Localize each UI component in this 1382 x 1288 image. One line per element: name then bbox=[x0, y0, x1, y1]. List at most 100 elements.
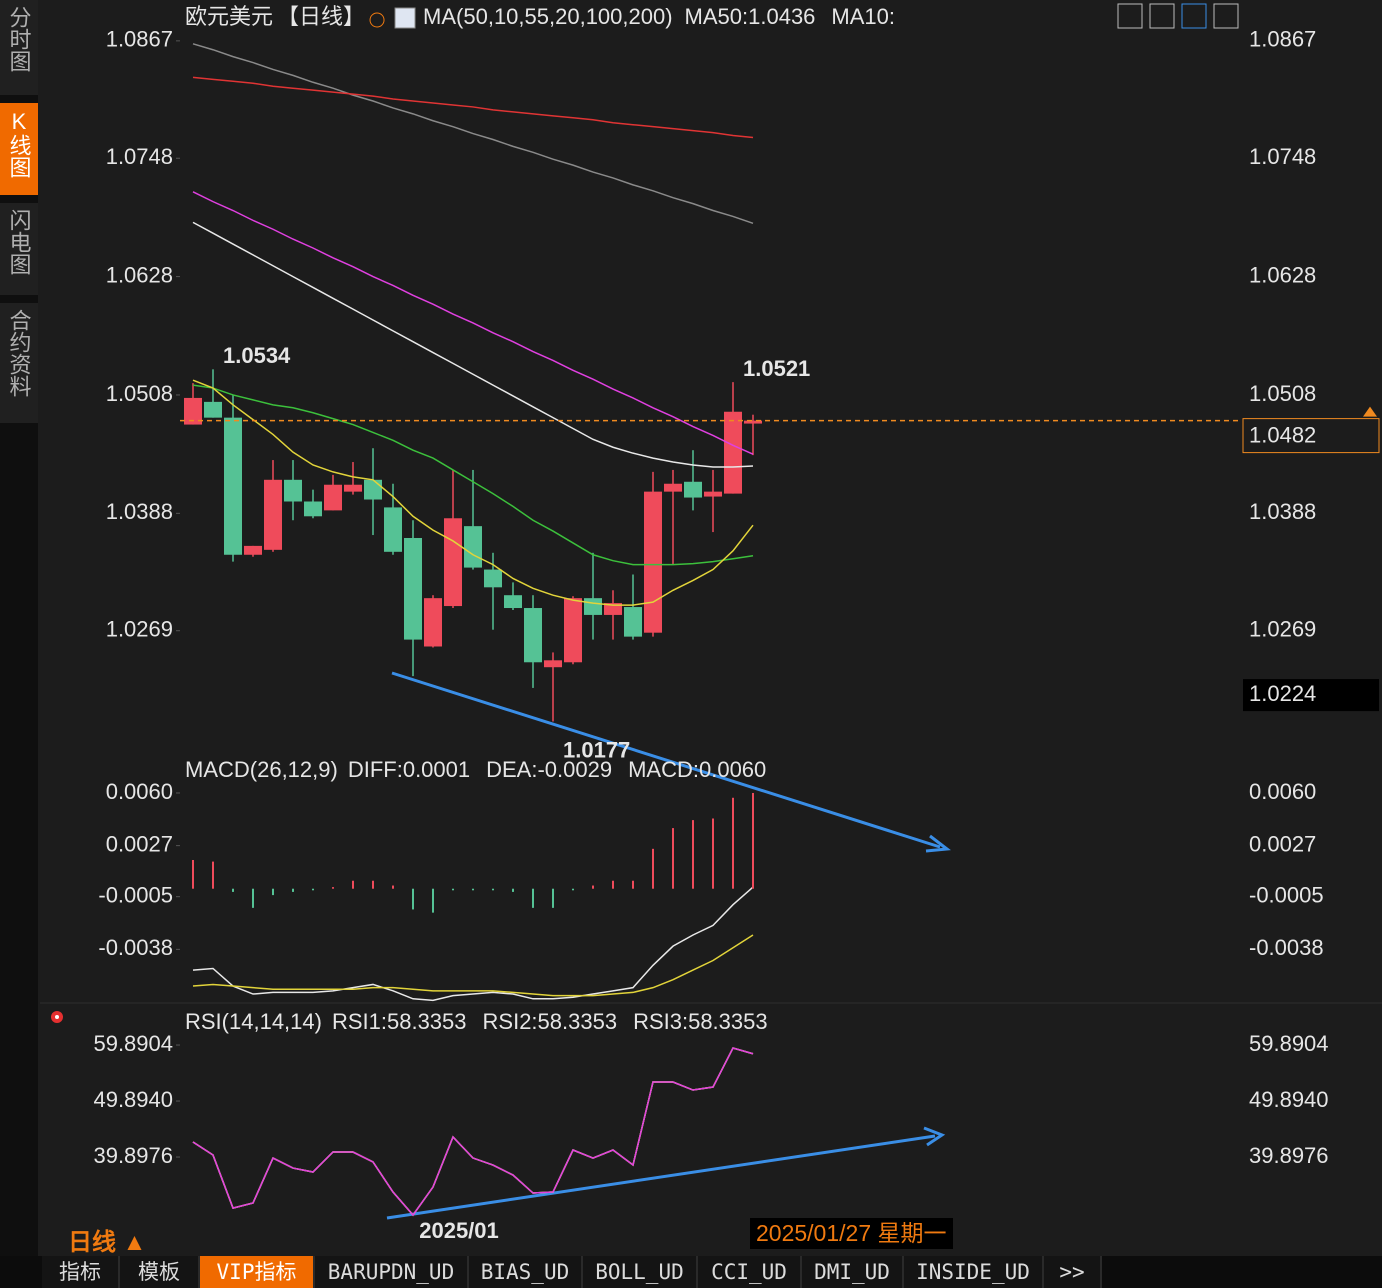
candle-body bbox=[584, 598, 602, 615]
candle-body bbox=[264, 479, 282, 550]
tab[interactable]: >> bbox=[1044, 1256, 1102, 1288]
candle-body bbox=[384, 507, 402, 552]
candle-body bbox=[204, 401, 222, 418]
period-label[interactable]: 日线 ▲ bbox=[68, 1229, 147, 1256]
last-price-label: 1.0482 bbox=[1249, 422, 1316, 447]
side-tab-label: 分时图 bbox=[6, 6, 32, 72]
tab[interactable]: 指标 bbox=[42, 1256, 120, 1288]
cursor-price-box bbox=[1243, 679, 1379, 712]
high-label: 1.0521 bbox=[743, 356, 810, 381]
last-price-box bbox=[1242, 418, 1380, 454]
tab[interactable]: CCI_UD bbox=[698, 1256, 802, 1288]
y-tick-label: 1.0269 bbox=[106, 617, 173, 642]
candle-body bbox=[604, 603, 622, 615]
tab[interactable]: 模板 bbox=[120, 1256, 200, 1288]
y2-tick-label: 1.0388 bbox=[1249, 499, 1316, 524]
icon[interactable] bbox=[1117, 3, 1143, 29]
alert-icon bbox=[51, 1011, 63, 1023]
y-tick-label: -0.0005 bbox=[98, 883, 173, 908]
candle-body bbox=[644, 491, 662, 633]
y-tick-label: 0.0060 bbox=[106, 779, 173, 804]
date-label: 2025/01/27 星期一 bbox=[750, 1218, 953, 1249]
legend-entry: MA10: bbox=[831, 4, 895, 29]
candle-body bbox=[504, 595, 522, 609]
tab[interactable]: BARUPDN_UD bbox=[315, 1256, 469, 1288]
y-tick-label: 49.8940 bbox=[93, 1087, 173, 1112]
candle-body bbox=[464, 526, 482, 568]
candle-body bbox=[444, 518, 462, 607]
series-line bbox=[192, 76, 754, 139]
chart-title: MACD(26,12,9) bbox=[185, 757, 338, 782]
candle-body bbox=[724, 411, 742, 494]
side-tab[interactable]: K线图 bbox=[0, 103, 38, 195]
background bbox=[38, 0, 1382, 1256]
y2-tick-label: 1.0867 bbox=[1249, 27, 1316, 52]
tab[interactable]: BIAS_UD bbox=[469, 1256, 583, 1288]
y2-tick-label: -0.0038 bbox=[1249, 935, 1324, 960]
icon[interactable] bbox=[1213, 3, 1239, 29]
series-line bbox=[192, 886, 754, 1002]
y-tick-label: 1.0867 bbox=[106, 27, 173, 52]
y2-tick-label: 49.8940 bbox=[1249, 1087, 1329, 1112]
icon bbox=[394, 7, 416, 29]
tab[interactable]: INSIDE_UD bbox=[904, 1256, 1044, 1288]
legend-entry: MA50:1.0436 bbox=[685, 4, 816, 29]
icon[interactable] bbox=[1149, 3, 1175, 29]
candle-body bbox=[344, 484, 362, 492]
series-line bbox=[192, 221, 754, 468]
tab[interactable]: BOLL_UD bbox=[583, 1256, 698, 1288]
icon bbox=[55, 1015, 59, 1019]
last-price-marker bbox=[1363, 406, 1377, 417]
side-tab-label: K线图 bbox=[6, 109, 32, 178]
side-tab-label: 合约资料 bbox=[6, 309, 32, 397]
candle-body bbox=[704, 491, 722, 497]
y-tick-label: 59.8904 bbox=[93, 1031, 173, 1056]
tab[interactable]: DMI_UD bbox=[802, 1256, 904, 1288]
y-tick-label: 1.0748 bbox=[106, 144, 173, 169]
candle-body bbox=[364, 479, 382, 500]
y-tick-label: 1.0388 bbox=[106, 499, 173, 524]
side-tab[interactable]: 分时图 bbox=[0, 0, 38, 95]
chart-title: RSI(14,14,14) bbox=[185, 1009, 322, 1034]
candle-body bbox=[544, 660, 562, 668]
side-tab[interactable]: 合约资料 bbox=[0, 303, 38, 423]
side-tab-label: 闪电图 bbox=[6, 209, 32, 275]
candle-body bbox=[624, 607, 642, 637]
candle-body bbox=[524, 608, 542, 663]
candle-body bbox=[484, 569, 502, 588]
legend-entry: RSI3:58.3353 bbox=[633, 1009, 768, 1034]
candle-body bbox=[304, 501, 322, 517]
side-tab[interactable]: 闪电图 bbox=[0, 203, 38, 295]
tab[interactable]: VIP指标 bbox=[200, 1256, 315, 1288]
trend-arrows bbox=[386, 671, 951, 1220]
chart-area: 1.0867 1.0867 1.0748 1.0748 1.0628 1.0628 1.05… bbox=[38, 0, 1382, 1256]
period: 【日线】 bbox=[277, 4, 365, 29]
x-tick-label: 2025/01 bbox=[419, 1218, 499, 1243]
trend-line bbox=[386, 1134, 936, 1220]
candle-body bbox=[684, 481, 702, 498]
arrow-head bbox=[923, 1126, 946, 1147]
y-tick-label: 1.0508 bbox=[106, 381, 173, 406]
legend-entry: RSI1:58.3353 bbox=[332, 1009, 467, 1034]
y2-tick-label: 39.8976 bbox=[1249, 1143, 1329, 1168]
trend-line bbox=[391, 671, 941, 849]
icon bbox=[369, 12, 385, 28]
series-line bbox=[192, 384, 754, 566]
icon[interactable] bbox=[1181, 3, 1207, 29]
indicator: MA(50,10,55,20,100,200) bbox=[423, 4, 673, 29]
y-tick-label: 1.0628 bbox=[106, 262, 173, 287]
high-label: 1.0534 bbox=[223, 343, 291, 368]
series-line bbox=[192, 191, 754, 455]
candle-body bbox=[424, 598, 442, 647]
y-tick-label: -0.0038 bbox=[98, 935, 173, 960]
y2-tick-label: -0.0005 bbox=[1249, 883, 1324, 908]
sidebar: 分时图 K线图闪电图合约资料 bbox=[0, 0, 38, 1256]
y-tick-label: 39.8976 bbox=[93, 1143, 173, 1168]
chart-title: 欧元美元 bbox=[185, 4, 273, 29]
legend-entry: DEA:-0.0029 bbox=[486, 757, 612, 782]
candle-body bbox=[744, 420, 762, 424]
legend-entry: MACD:0.0060 bbox=[628, 757, 766, 782]
y2-tick-label: 59.8904 bbox=[1249, 1031, 1329, 1056]
y2-tick-label: 0.0060 bbox=[1249, 779, 1316, 804]
